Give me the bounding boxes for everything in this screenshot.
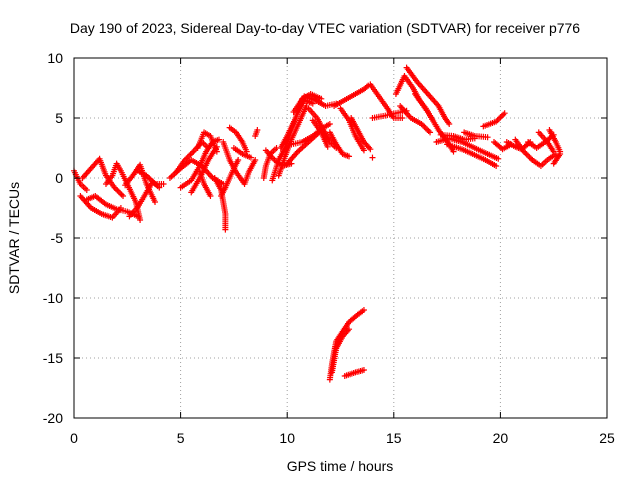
data-point [360, 307, 367, 313]
x-tick-label: 25 [599, 430, 615, 446]
data-point [187, 151, 194, 158]
y-axis-label: SDTVAR / TECUs [6, 182, 22, 294]
data-point [324, 143, 331, 150]
data-point [497, 114, 504, 121]
data-point [525, 152, 532, 159]
data-point [318, 95, 325, 102]
data-point [424, 126, 431, 133]
data-point [247, 154, 254, 161]
data-point [498, 113, 505, 119]
chart-title: Day 190 of 2023, Sidereal Day-to-day VTE… [70, 20, 580, 36]
x-tick-label: 5 [177, 430, 185, 446]
data-point [83, 187, 90, 193]
data-point [207, 193, 214, 199]
data-points [71, 64, 564, 383]
y-tick-label: 5 [55, 110, 63, 126]
data-point [557, 151, 564, 157]
data-point [427, 129, 434, 136]
data-point [222, 226, 229, 233]
data-point [484, 134, 491, 141]
data-point [252, 157, 259, 163]
data-point [360, 367, 367, 373]
data-point [450, 148, 457, 155]
y-tick-label: -10 [43, 290, 63, 306]
data-point [421, 123, 428, 130]
data-point [523, 151, 530, 158]
data-point [425, 128, 432, 134]
data-point [152, 199, 159, 205]
y-tick-label: -15 [43, 350, 63, 366]
data-point [188, 150, 195, 156]
data-point [526, 154, 533, 161]
x-tick-label: 20 [493, 430, 509, 446]
data-point [326, 121, 333, 127]
data-point [495, 115, 502, 122]
data-point [243, 148, 250, 155]
data-point [120, 193, 127, 199]
data-point [213, 148, 220, 155]
data-point [399, 115, 406, 121]
data-point [114, 187, 121, 194]
data-point [117, 190, 124, 197]
x-tick-label: 10 [279, 430, 295, 446]
data-point [495, 155, 502, 162]
x-axis-label: GPS time / hours [287, 458, 394, 474]
data-point [346, 326, 353, 333]
data-point [422, 125, 429, 132]
x-tick-label: 15 [386, 430, 402, 446]
data-point [493, 163, 500, 169]
data-point [118, 191, 125, 198]
data-point [369, 154, 376, 161]
data-point [550, 148, 557, 155]
data-point [215, 136, 222, 143]
data-point [137, 217, 144, 223]
data-point [367, 146, 374, 153]
data-point [254, 127, 261, 133]
data-point [346, 153, 353, 160]
x-tick-label: 0 [70, 430, 78, 446]
ticks: 0 5 10 15 20 25 -20 -15 -10 -5 0 5 10 [43, 50, 615, 446]
data-point [160, 181, 167, 187]
data-point [500, 111, 507, 118]
y-tick-label: 0 [55, 170, 63, 186]
y-tick-label: -5 [51, 230, 64, 246]
data-point [115, 188, 122, 195]
data-point [501, 110, 508, 117]
y-tick-label: 10 [47, 50, 63, 66]
data-point [235, 157, 242, 163]
y-tick-label: -20 [43, 410, 63, 426]
data-point [360, 147, 367, 154]
data-point [446, 121, 453, 127]
